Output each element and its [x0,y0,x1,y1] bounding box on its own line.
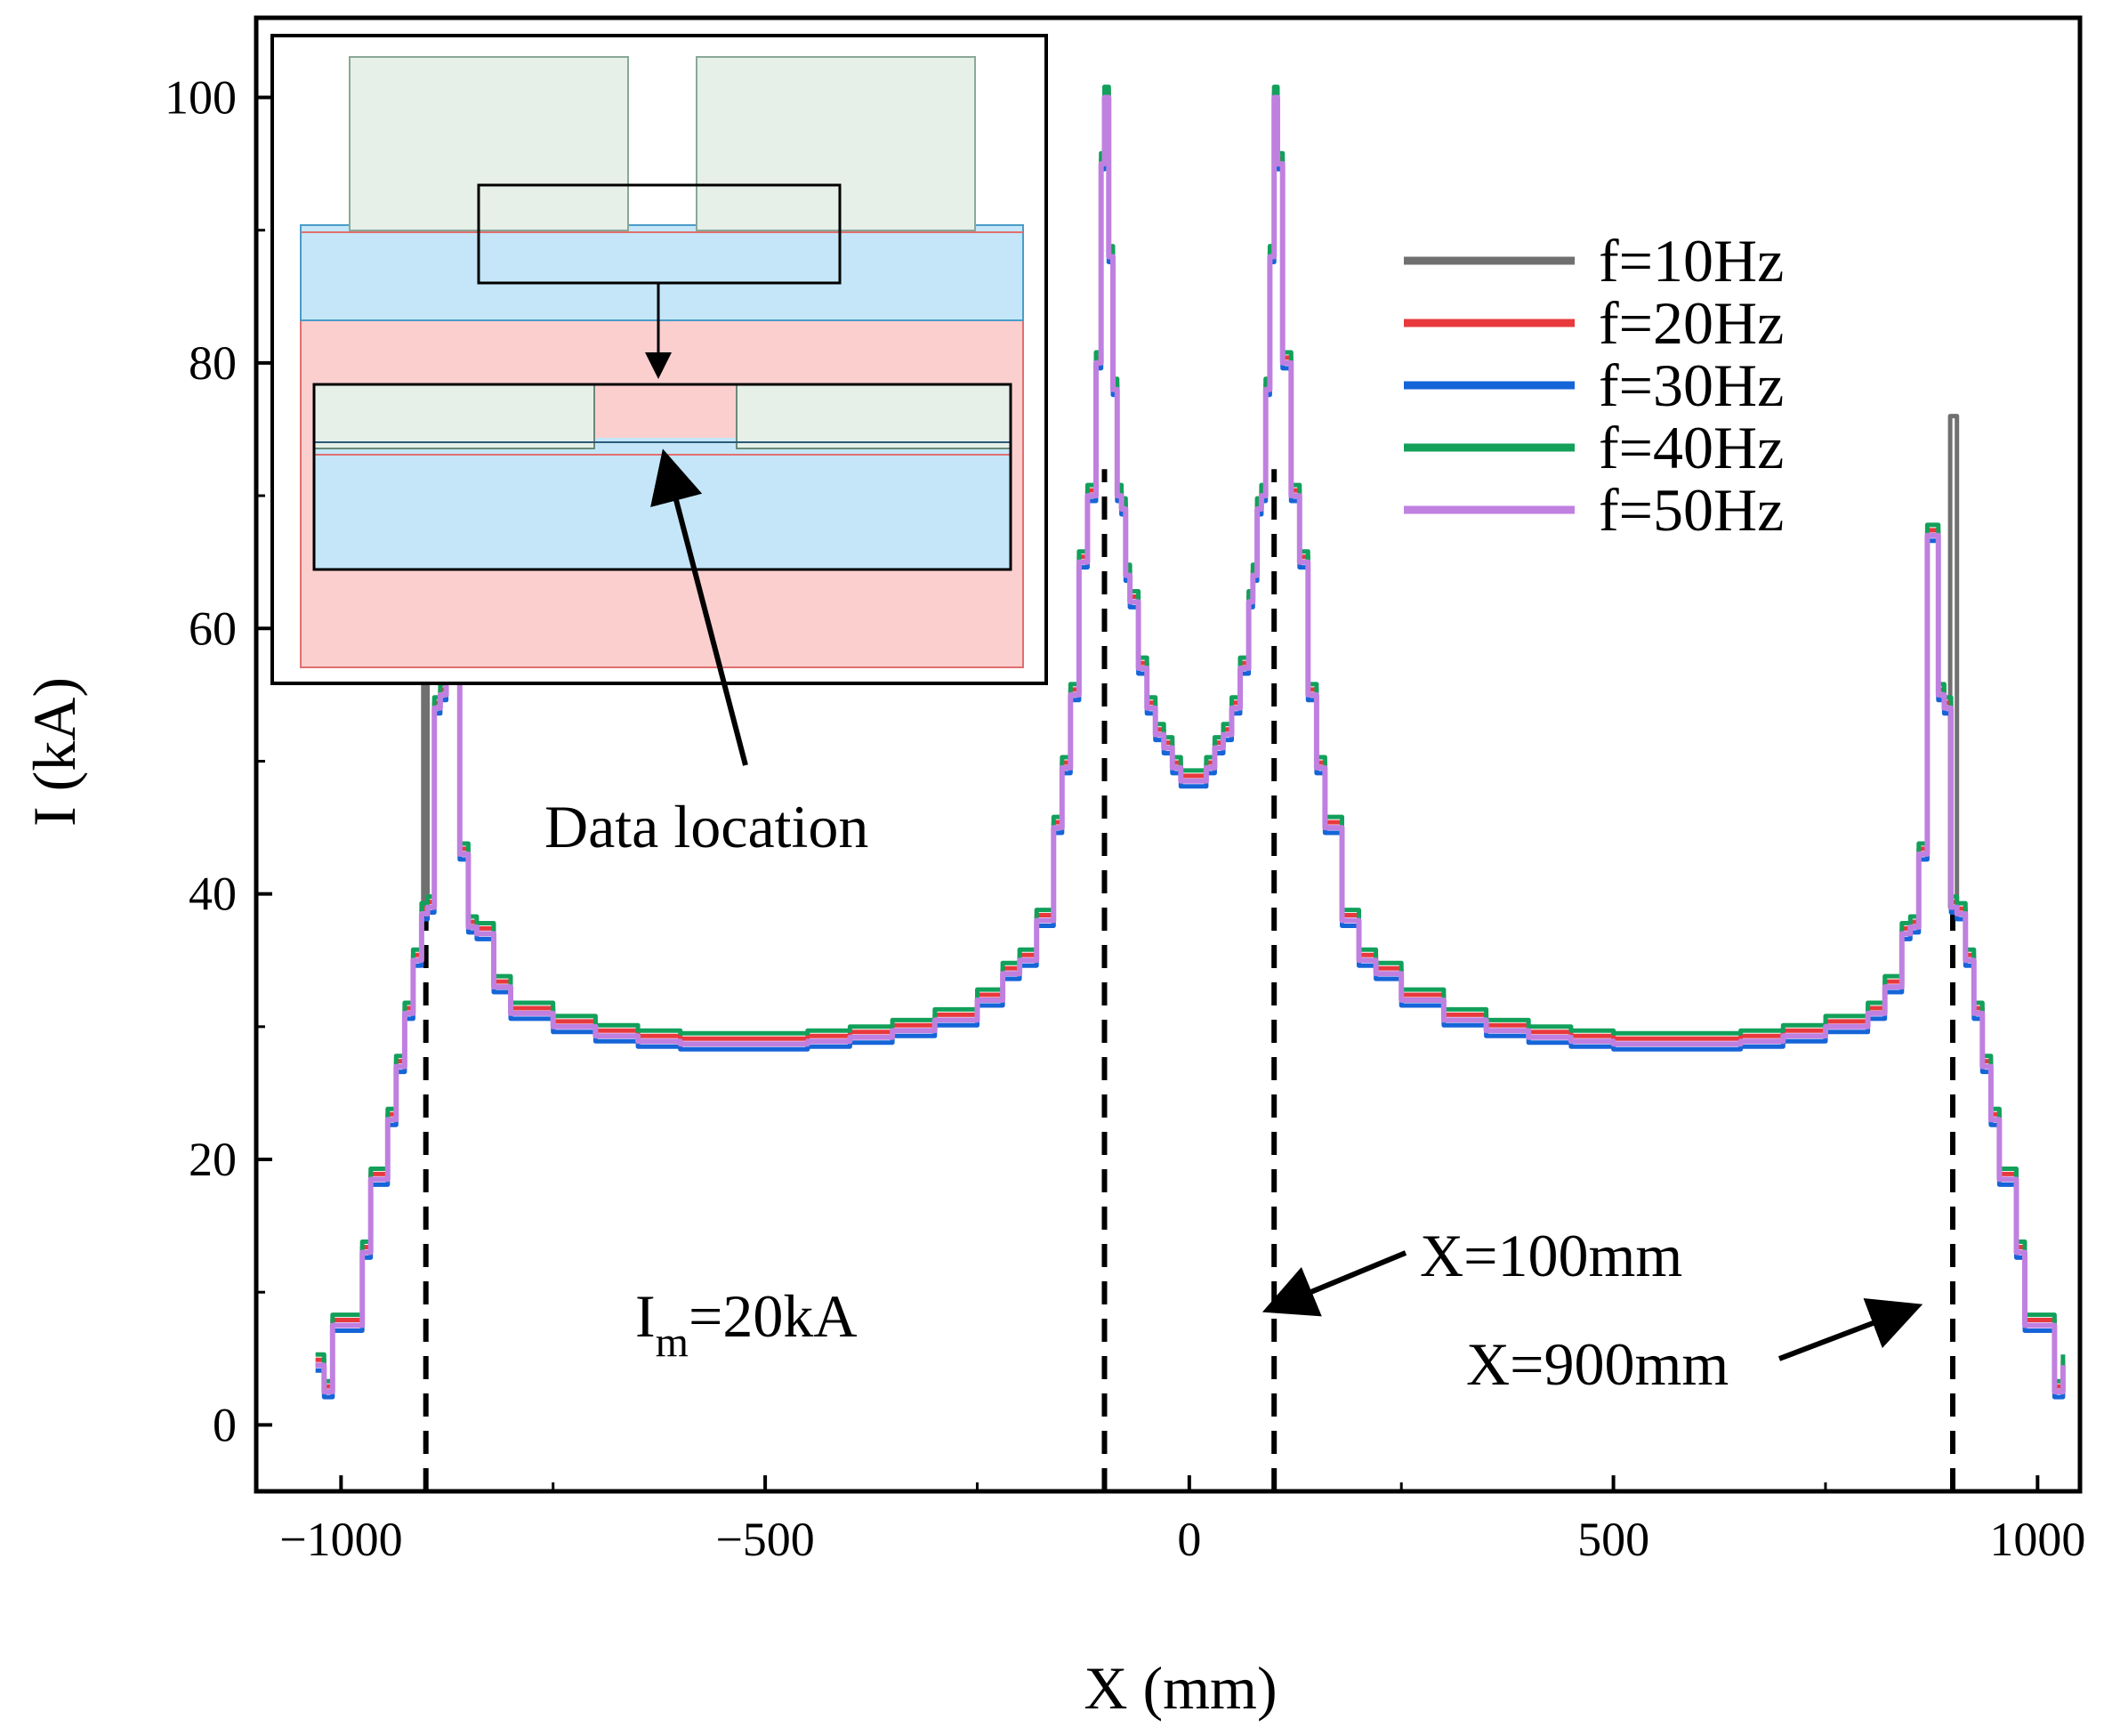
legend-label: f=20Hz [1599,289,1784,357]
data-location-label: Data location [544,793,868,860]
legend-label: f=40Hz [1599,414,1784,481]
inset-blue-layer [300,224,1024,321]
x900-label: X=900mm [1466,1330,1729,1398]
x-tick-label: −500 [715,1513,814,1566]
im-subscript: m [656,1319,689,1366]
axis-ticks: −1000 −500 0 500 1000 0 20 40 60 80 100 [165,71,2085,1566]
y-tick-label: 0 [213,1398,237,1451]
dashed-reference-lines [423,469,1955,1491]
y-tick-label: 40 [189,868,237,921]
x100-arrow [1262,1250,1407,1317]
inset-zoom-blue [314,438,1011,569]
plot-frame [254,15,2083,1494]
series-lines [315,85,2066,1400]
data-location-arrow [650,448,748,766]
y-axis-title: I (kA) [20,677,88,827]
legend-label: f=30Hz [1599,351,1784,419]
series-line-f-50hz [315,94,2066,1395]
im-main: I [635,1282,656,1350]
y-tick-label: 80 [189,336,237,390]
im-annotation: Im=20kA [635,1282,857,1366]
x900-arrow [1777,1298,1923,1361]
im-value: =20kA [689,1282,857,1350]
x-tick-label: −1000 [279,1513,402,1566]
inset-zoom-block-left [313,384,595,449]
legend-label: f=10Hz [1599,227,1784,295]
inset-zoom-block-right [736,384,1012,449]
inset-schematic [270,34,1048,766]
x-tick-label: 0 [1177,1513,1201,1566]
inset-block-right [696,56,976,231]
x-axis-title: X (mm) [1084,1654,1277,1722]
x-tick-label: 500 [1577,1513,1649,1566]
x-tick-label: 1000 [1989,1513,2085,1566]
legend-label: f=50Hz [1599,476,1784,544]
y-tick-label: 20 [189,1133,237,1186]
x100-label: X=100mm [1420,1222,1682,1289]
y-tick-label: 100 [165,71,237,125]
y-tick-label: 60 [189,602,237,655]
inset-zoom-frame [312,383,1012,571]
inset-block-left [349,56,629,231]
